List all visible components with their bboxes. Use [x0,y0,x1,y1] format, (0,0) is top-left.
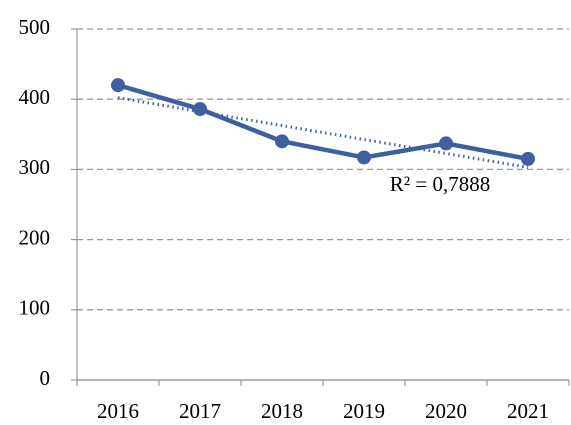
x-tick-label: 2017 [179,399,221,423]
trendline [117,96,529,169]
data-point [521,151,535,166]
y-tick-label: 300 [19,155,51,179]
x-tick-label: 2018 [261,399,303,423]
data-point [357,150,371,165]
x-tick-label: 2019 [343,399,385,423]
data-point [193,102,207,117]
data-point [111,78,125,93]
y-tick-label: 500 [19,15,51,39]
r-squared-annotation: R² = 0,7888 [390,172,490,196]
y-tick-label: 100 [19,296,51,320]
y-tick-label: 400 [19,85,51,109]
data-point [439,136,453,151]
y-tick-label: 200 [19,225,51,249]
x-tick-label: 2021 [507,399,549,423]
series-line [117,82,529,162]
data-point [275,134,289,149]
x-tick-label: 2020 [425,399,467,423]
y-tick-label: 0 [40,366,51,390]
x-tick-label: 2016 [97,399,139,423]
